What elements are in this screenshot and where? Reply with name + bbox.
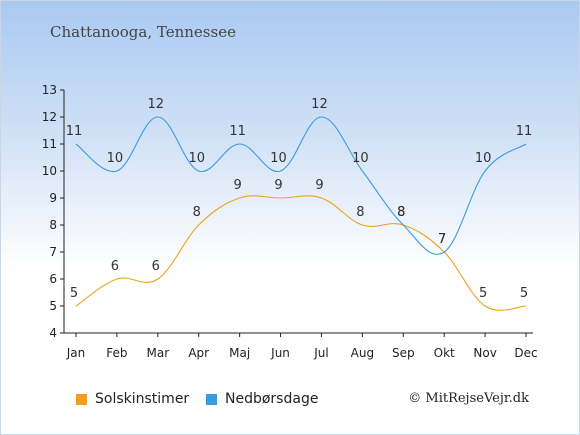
y-tick-label: 9 <box>49 191 57 205</box>
y-tick-label: 4 <box>49 326 57 340</box>
sunshine-data-label: 6 <box>152 259 160 274</box>
rain-data-label: 8 <box>397 205 405 220</box>
legend-swatch-sunshine <box>76 393 87 405</box>
sunshine-data-label: 6 <box>111 259 119 274</box>
rain-data-label: 11 <box>66 124 83 139</box>
rain-data-label: 10 <box>188 151 205 166</box>
legend-item-rain: Nedbørsdage <box>206 391 318 407</box>
x-tick-label: Okt <box>434 346 455 360</box>
sunshine-series-line <box>75 195 527 311</box>
sunshine-data-label: 5 <box>479 286 487 301</box>
sunshine-data-label: 8 <box>397 205 405 220</box>
x-tick-label: Dec <box>514 346 537 360</box>
rain-data-label: 10 <box>352 151 369 166</box>
y-tick-label: 5 <box>49 299 57 313</box>
y-tick-label: 10 <box>42 164 57 178</box>
y-tick-label: 7 <box>49 245 57 259</box>
sunshine-data-label: 9 <box>315 178 323 193</box>
y-tick-label: 12 <box>42 110 57 124</box>
rain-series-line <box>75 116 527 255</box>
x-tick-label: Jan <box>66 346 86 360</box>
legend-label-sunshine: Solskinstimer <box>95 391 190 407</box>
rain-data-label: 10 <box>107 151 124 166</box>
sunshine-data-label: 8 <box>356 205 364 220</box>
x-tick-label: Nov <box>473 346 496 360</box>
x-tick-label: Sep <box>392 346 415 360</box>
sunshine-data-label: 5 <box>520 286 528 301</box>
x-tick-label: Jul <box>313 346 328 360</box>
rain-data-label: 11 <box>516 124 533 139</box>
rain-data-label: 10 <box>270 151 287 166</box>
copyright-credit: © MitRejseVejr.dk <box>408 391 529 406</box>
x-tick-label: Mar <box>146 346 169 360</box>
y-tick-label: 13 <box>42 83 57 97</box>
chart-title: Chattanooga, Tennessee <box>50 23 236 41</box>
legend-item-sunshine: Solskinstimer <box>76 391 189 407</box>
legend-label-rain: Nedbørsdage <box>225 391 319 407</box>
rain-data-label: 7 <box>438 232 446 247</box>
sunshine-data-label: 9 <box>274 178 282 193</box>
rain-data-label: 12 <box>311 97 328 112</box>
sunshine-data-label: 5 <box>70 286 78 301</box>
x-tick-label: Feb <box>106 346 127 360</box>
x-tick-label: Aug <box>351 346 374 360</box>
x-tick-label: Jun <box>270 346 290 360</box>
x-tick-label: Maj <box>229 346 250 360</box>
sunshine-data-label: 7 <box>438 232 446 247</box>
y-tick-label: 6 <box>49 272 57 286</box>
x-tick-label: Apr <box>188 346 209 360</box>
rain-data-label: 11 <box>229 124 246 139</box>
rain-data-label: 10 <box>475 151 492 166</box>
sunshine-data-label: 8 <box>193 205 201 220</box>
sunshine-data-label: 9 <box>233 178 241 193</box>
rain-data-label: 12 <box>148 97 165 112</box>
y-tick-label: 8 <box>49 218 57 232</box>
legend-swatch-rain <box>206 393 217 405</box>
y-tick-label: 11 <box>42 137 57 151</box>
